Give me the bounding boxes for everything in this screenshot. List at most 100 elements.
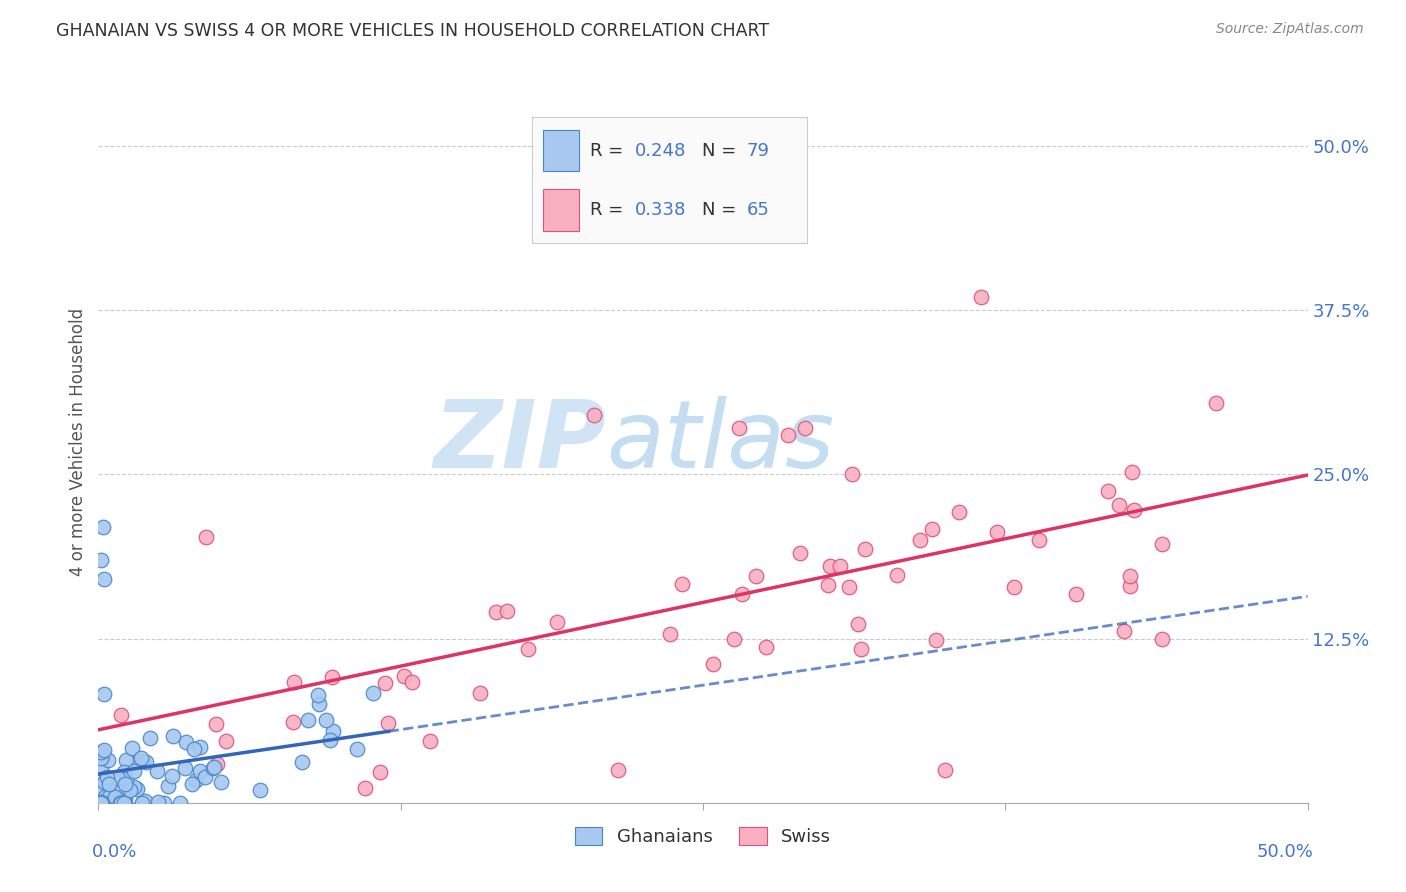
Point [730, 587, 752, 601]
Point [122, 764, 145, 778]
Point [101, 796, 124, 810]
Point [110, 796, 132, 810]
Point [209, 775, 232, 789]
Text: N =: N = [703, 201, 742, 219]
Point [114, 776, 136, 790]
Point [90, 745, 112, 759]
Point [1119, 579, 1142, 593]
Point [517, 641, 540, 656]
Point [986, 524, 1008, 539]
Point [921, 522, 943, 536]
Text: 0.248: 0.248 [636, 142, 686, 160]
Point [934, 763, 956, 777]
Point [485, 606, 508, 620]
Y-axis label: 4 or more Vehicles in Household: 4 or more Vehicles in Household [69, 308, 87, 575]
Point [838, 580, 860, 594]
Point [830, 559, 852, 574]
Point [195, 530, 218, 544]
Point [139, 731, 162, 745]
Point [793, 421, 815, 435]
Point [702, 657, 724, 671]
Text: 0.0%: 0.0% [93, 843, 138, 861]
Point [321, 670, 343, 684]
Point [100, 796, 122, 810]
Point [817, 578, 839, 592]
Point [132, 754, 155, 768]
Point [723, 632, 745, 646]
Point [104, 790, 127, 805]
Bar [543, 130, 578, 171]
Point [105, 780, 128, 795]
Point [249, 783, 271, 797]
Point [114, 765, 136, 780]
Point [127, 754, 149, 768]
Point [354, 780, 377, 795]
Point [94, 790, 117, 805]
Point [188, 764, 211, 778]
Point [96, 770, 118, 784]
Bar [543, 189, 578, 230]
Point [346, 741, 368, 756]
Text: 65: 65 [747, 201, 769, 219]
Point [115, 753, 138, 767]
Point [90, 761, 112, 775]
Text: atlas: atlas [606, 396, 835, 487]
Point [1114, 624, 1136, 638]
Point [401, 675, 423, 690]
Point [1152, 632, 1174, 646]
Point [97, 753, 120, 767]
Text: R =: R = [589, 142, 628, 160]
Point [157, 779, 180, 793]
Point [886, 568, 908, 582]
Point [112, 796, 135, 810]
Point [114, 791, 136, 805]
Point [546, 615, 568, 629]
Point [583, 409, 606, 423]
Point [180, 777, 202, 791]
Point [215, 734, 238, 748]
Point [135, 756, 157, 770]
Point [93, 750, 115, 764]
Point [110, 708, 132, 723]
Point [205, 717, 228, 731]
Point [90, 553, 112, 567]
Point [91, 796, 114, 810]
Point [1205, 396, 1227, 410]
Point [93, 775, 115, 789]
Text: GHANAIAN VS SWISS 4 OR MORE VEHICLES IN HOUSEHOLD CORRELATION CHART: GHANAIAN VS SWISS 4 OR MORE VEHICLES IN … [56, 22, 769, 40]
Point [194, 770, 217, 784]
Point [307, 688, 329, 702]
Point [114, 796, 136, 810]
Point [202, 760, 225, 774]
Point [924, 632, 946, 647]
Point [173, 762, 195, 776]
Point [174, 734, 197, 748]
Point [948, 504, 970, 518]
Point [853, 541, 876, 556]
Text: R =: R = [589, 201, 628, 219]
Point [94, 774, 117, 789]
Point [789, 546, 811, 560]
Point [849, 642, 872, 657]
Point [93, 743, 115, 757]
Point [361, 685, 384, 699]
Point [188, 740, 211, 755]
Point [93, 520, 115, 534]
Point [1108, 499, 1130, 513]
Point [1122, 503, 1144, 517]
Point [97, 790, 120, 805]
Legend: Ghanaians, Swiss: Ghanaians, Swiss [567, 818, 839, 855]
Text: 79: 79 [747, 142, 769, 160]
Point [283, 715, 305, 730]
Text: N =: N = [703, 142, 742, 160]
Point [121, 741, 143, 756]
Point [374, 676, 396, 690]
Point [105, 796, 128, 810]
Point [93, 573, 115, 587]
Text: 0.338: 0.338 [636, 201, 686, 219]
Point [108, 796, 131, 810]
Point [315, 714, 337, 728]
Point [970, 290, 993, 304]
Point [308, 697, 330, 711]
Point [607, 198, 630, 212]
